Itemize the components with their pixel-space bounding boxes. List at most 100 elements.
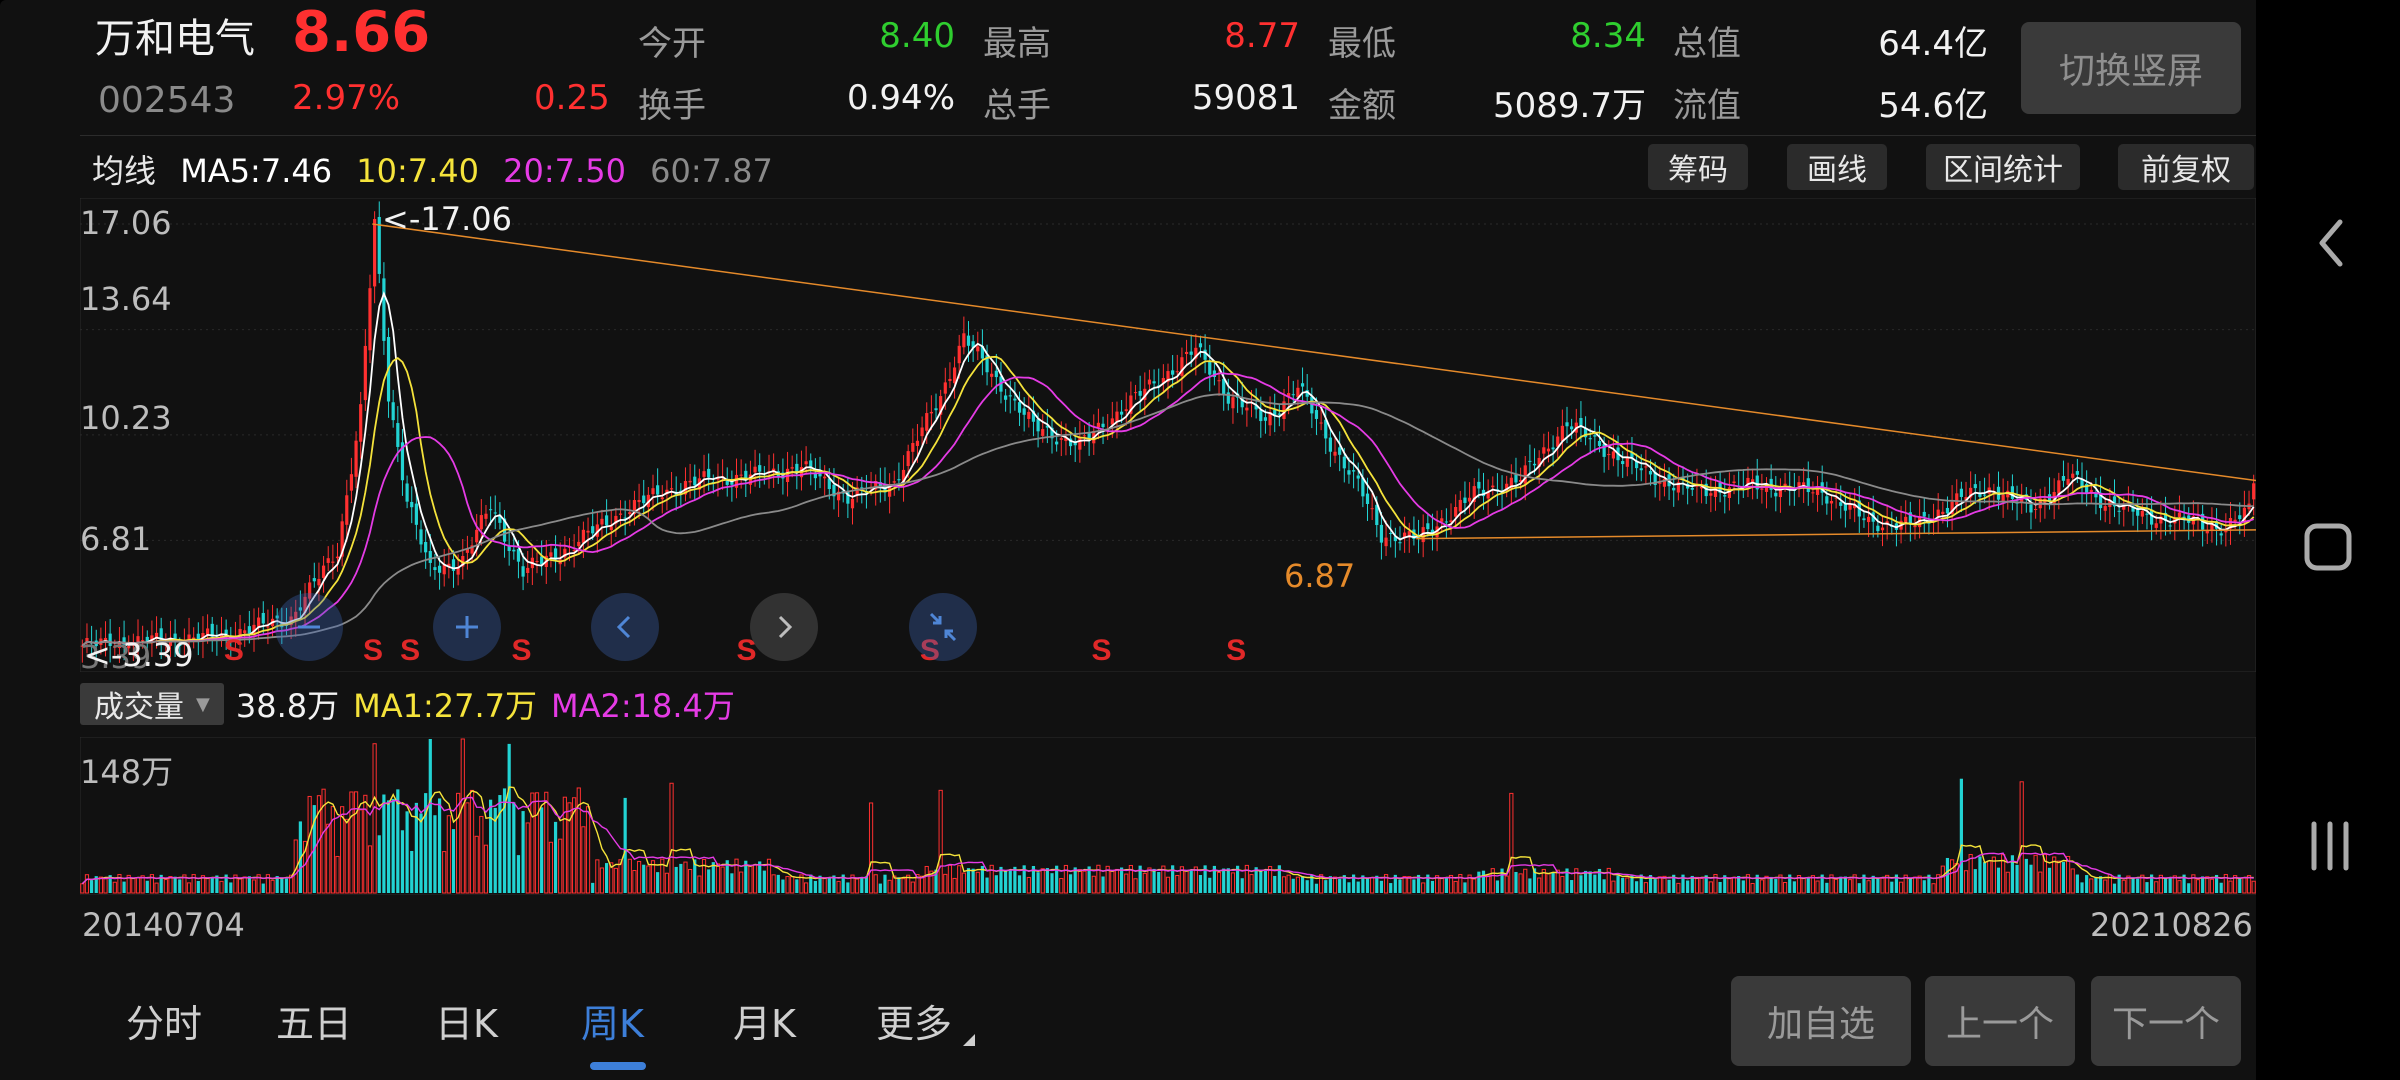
candle-body: [1263, 417, 1268, 421]
candle-body: [1384, 537, 1388, 547]
candle-body: [651, 488, 655, 495]
candle-body: [1811, 492, 1815, 494]
candle-body: [818, 473, 822, 477]
candle-body: [1426, 523, 1430, 530]
volume-bar: [2029, 864, 2033, 893]
volume-bar: [479, 815, 484, 894]
volume-bar: [701, 858, 707, 894]
volume-bar: [84, 874, 90, 894]
previous-button[interactable]: 上一个: [1925, 976, 2075, 1066]
tab-monthly-k[interactable]: 月K: [733, 1002, 796, 1046]
candle-body: [1699, 486, 1704, 489]
tab-five-day[interactable]: 五日: [276, 1002, 353, 1046]
candle-body: [2177, 512, 2182, 517]
candle-body: [1621, 461, 1625, 465]
volume-bar: [947, 864, 953, 894]
recent-apps-icon[interactable]: [2308, 820, 2352, 872]
volume-bar: [289, 874, 294, 894]
candle-body: [1635, 460, 1639, 469]
candle-body: [484, 513, 488, 519]
candle-body: [2233, 519, 2237, 522]
ma60-value: 60:7.87: [650, 152, 773, 190]
tab-daily-k[interactable]: 日K: [435, 1002, 498, 1046]
stock-name: 万和电气: [95, 16, 255, 62]
candle-body: [688, 480, 692, 483]
volume-bar: [474, 835, 479, 894]
candle-body: [609, 526, 613, 531]
next-button[interactable]: 下一个: [2091, 976, 2241, 1066]
volume-bar: [1096, 864, 1101, 894]
volume-bar: [1305, 880, 1309, 893]
header-divider: [80, 135, 2256, 136]
volume-bar: [1672, 874, 1676, 893]
volume-bar: [2065, 855, 2071, 894]
chips-button[interactable]: 筹码: [1648, 144, 1748, 190]
candle-body: [1472, 486, 1476, 502]
volume-bar: [2056, 860, 2061, 894]
candle-body: [2238, 515, 2242, 520]
ma5-line: [81, 291, 2255, 647]
candle-body: [1491, 485, 1495, 488]
volume-bar: [674, 866, 678, 893]
volume-bar: [247, 876, 251, 893]
collapse-button[interactable]: [909, 593, 977, 661]
candle-body: [1505, 483, 1509, 491]
volume-bar: [2228, 880, 2233, 894]
forward-adjust-button[interactable]: 前复权: [2118, 144, 2254, 190]
tab-weekly-k[interactable]: 周K: [581, 1002, 644, 1046]
candle-body: [80, 645, 84, 647]
active-tab-indicator: [590, 1062, 646, 1070]
candle-body: [1880, 527, 1885, 531]
volume-bar: [711, 862, 715, 893]
candle-body: [1291, 394, 1295, 396]
volume-bar: [827, 878, 831, 893]
candle-body: [428, 551, 432, 563]
volume-bar: [785, 876, 790, 894]
zoom-out-button[interactable]: [275, 593, 343, 661]
volume-chart[interactable]: [80, 737, 2256, 895]
volume-bar: [1203, 865, 1207, 893]
indicator-selector[interactable]: 成交量 ▼: [80, 683, 224, 725]
candle-body: [1570, 426, 1574, 430]
candle-body: [1189, 351, 1193, 355]
candle-body: [2085, 483, 2089, 493]
volume-bar: [2209, 878, 2215, 894]
candle-body: [1347, 470, 1351, 475]
candle-body: [470, 545, 474, 554]
back-icon[interactable]: [2316, 218, 2346, 268]
home-icon[interactable]: [2303, 522, 2353, 572]
draw-line-button[interactable]: 画线: [1787, 144, 1887, 190]
volume-bar: [999, 866, 1003, 893]
candle-body: [2228, 518, 2233, 529]
candle-body: [1096, 422, 1101, 428]
candle-body: [827, 478, 831, 490]
volume-bar: [89, 880, 94, 893]
candle-body: [1509, 477, 1513, 489]
ma-label: 均线: [92, 152, 157, 190]
scroll-right-button[interactable]: [750, 593, 818, 661]
volume-bar: [1602, 879, 1606, 893]
tab-more[interactable]: 更多: [876, 1002, 953, 1046]
add-watchlist-button[interactable]: 加自选: [1731, 976, 1911, 1066]
zoom-in-button[interactable]: [433, 593, 501, 661]
candle-body: [1959, 488, 1963, 497]
volume-bar: [1635, 881, 1639, 893]
range-stats-button[interactable]: 区间统计: [1926, 144, 2080, 190]
switch-portrait-button[interactable]: 切换竖屏: [2021, 22, 2241, 114]
volume-bar: [1087, 866, 1091, 893]
scroll-left-button[interactable]: [591, 593, 659, 661]
tab-intraday[interactable]: 分时: [126, 1002, 203, 1046]
candle-body: [1853, 504, 1857, 509]
candle-body: [985, 355, 989, 373]
volume-bar: [1574, 868, 1579, 894]
candle-body: [2154, 523, 2158, 528]
candle-body: [303, 596, 307, 613]
candle-body: [1110, 418, 1114, 425]
change-percent: 2.97%: [292, 78, 401, 118]
volume-bar: [1625, 877, 1630, 894]
volume-ma1: MA1:27.7万: [353, 687, 538, 725]
candle-body: [1630, 452, 1634, 458]
volume-bar: [1931, 883, 1936, 894]
volume-bar: [1616, 875, 1620, 893]
